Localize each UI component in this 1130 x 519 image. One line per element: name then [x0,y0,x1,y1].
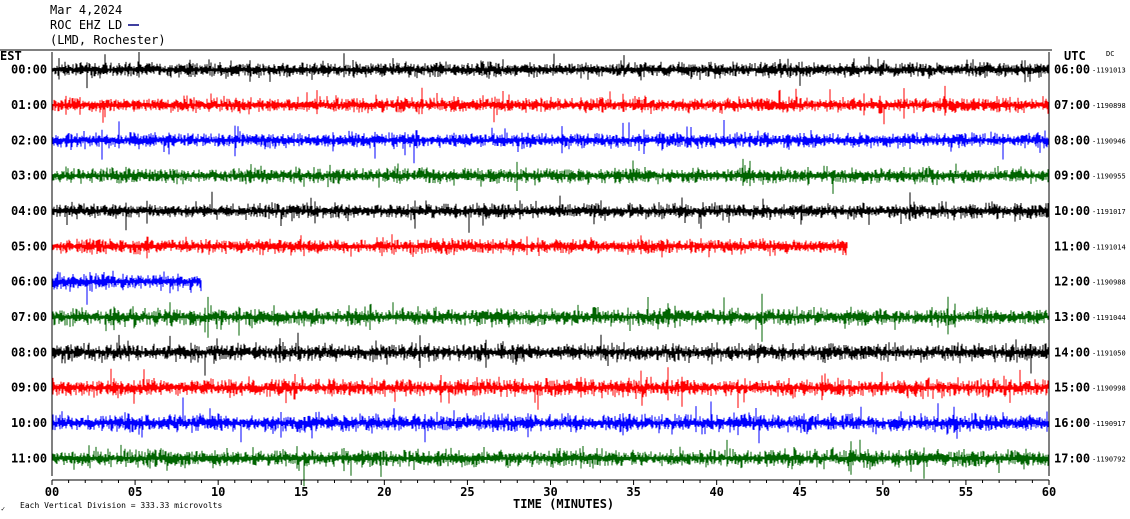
trace-row-12 [51,439,1050,487]
header-station: ROC EHZ LD [50,18,122,32]
left-tick-label: 03:00 [11,169,47,183]
scale-note: Each Vertical Division = 333.33 microvol… [20,501,222,510]
left-tick-label: 09:00 [11,381,47,395]
dc-header: DC [1106,50,1114,58]
x-tick-label: 60 [1042,485,1056,499]
trace-row-2 [51,85,1050,125]
dc-offset-label: -1191014 [1092,243,1126,251]
header-location: (LMD, Rochester) [50,33,166,47]
dc-offset-labels: -1191013 -1190898 -1190946 -1190955 -1191017… [1092,67,1126,464]
x-tick-label: 10 [211,485,225,499]
dc-offset-label: -1190946 [1092,137,1126,145]
dc-offset-label: -1191017 [1092,208,1126,216]
trace-row-4 [51,158,1050,194]
dc-offset-label: -1191044 [1092,314,1126,322]
right-tick-label: 08:00 [1054,133,1090,147]
dc-offset-label: -1190917 [1092,420,1126,428]
trace-row-6 [51,234,848,259]
right-tick-label: 16:00 [1054,416,1090,430]
dc-offset-label: -1190998 [1092,385,1126,393]
x-tick-label: 55 [959,485,973,499]
dc-offset-label: -1191050 [1092,349,1126,357]
trace-row-9 [51,332,1050,376]
left-tick-label: 07:00 [11,310,47,324]
header-date: Mar 4,2024 [50,3,122,17]
x-tick-label: 30 [543,485,557,499]
right-axis-title: UTC [1064,49,1086,63]
right-tick-label: 07:00 [1054,98,1090,112]
trace-row-8 [51,293,1050,342]
right-tick-label: 11:00 [1054,239,1090,253]
corner-mark: ✓ [1,505,5,513]
right-tick-label: 09:00 [1054,169,1090,183]
plot-frame [0,49,1052,481]
left-tick-label: 08:00 [11,345,47,359]
left-tick-label: 06:00 [11,275,47,289]
x-tick-label: 20 [377,485,391,499]
right-tick-label: 15:00 [1054,381,1090,395]
left-tick-label: 02:00 [11,133,47,147]
minute-axis: 00 05 10 15 20 25 30 35 40 45 50 55 60 [45,480,1056,499]
trace-row-7 [51,270,202,305]
left-tick-label: 00:00 [11,63,47,77]
right-tick-label: 14:00 [1054,345,1090,359]
trace-row-5 [51,191,1050,233]
right-tick-label: 10:00 [1054,204,1090,218]
left-tick-label: 10:00 [11,416,47,430]
trace-row-10 [51,367,1050,410]
x-tick-label: 00 [45,485,59,499]
trace-row-1 [51,52,1050,89]
left-time-axis: 00:00 01:00 02:00 03:00 04:00 05:00 06:00 07:00… [11,63,47,466]
x-tick-label: 05 [128,485,142,499]
left-tick-label: 04:00 [11,204,47,218]
right-tick-label: 06:00 [1054,63,1090,77]
trace-row-11 [51,397,1050,444]
left-tick-label: 05:00 [11,239,47,253]
right-tick-label: 13:00 [1054,310,1090,324]
left-tick-label: 11:00 [11,451,47,465]
x-axis-label: TIME (MINUTES) [513,497,614,511]
x-tick-label: 35 [626,485,640,499]
left-axis-title: EST [0,49,22,63]
x-tick-label: 45 [793,485,807,499]
trace-row-3 [51,120,1050,164]
seismic-traces [51,52,1050,487]
x-tick-label: 50 [876,485,890,499]
dc-offset-label: -1191013 [1092,67,1126,75]
right-tick-label: 17:00 [1054,451,1090,465]
dc-offset-label: -1190955 [1092,173,1126,181]
x-tick-label: 25 [460,485,474,499]
x-tick-label: 15 [294,485,308,499]
right-time-axis: 06:00 07:00 08:00 09:00 10:00 11:00 12:00 13:00… [1054,63,1090,466]
right-tick-label: 12:00 [1054,275,1090,289]
dc-offset-label: -1190988 [1092,279,1126,287]
dc-offset-label: -1190792 [1092,455,1126,463]
left-tick-label: 01:00 [11,98,47,112]
dc-offset-label: -1190898 [1092,102,1126,110]
x-tick-label: 40 [709,485,723,499]
